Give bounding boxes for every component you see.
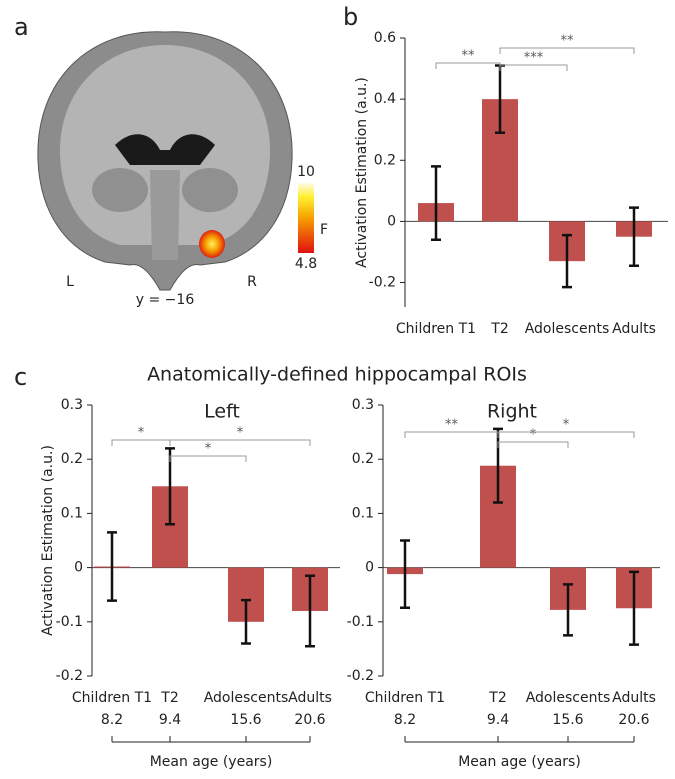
x-tick-label: Adults [288, 690, 332, 706]
significance-label: ** [445, 418, 459, 433]
x-tick-label: Adolescents [525, 321, 610, 337]
significance-label: ** [462, 49, 476, 64]
x-tick-label: Children T1 [72, 690, 152, 706]
significance-label: * [563, 418, 570, 433]
x-tick-label: Adults [612, 321, 656, 337]
panel-label: b [343, 3, 358, 31]
significance-label: * [530, 428, 537, 443]
age-label: 8.2 [394, 712, 416, 728]
significance-bracket [436, 63, 500, 69]
significance-label: * [237, 426, 244, 441]
x-tick-label: Children T1 [396, 321, 476, 337]
significance-bracket [498, 442, 568, 448]
x-tick-label: T2 [490, 321, 508, 337]
age-label: 9.4 [487, 712, 509, 728]
y-tick-label: -0.1 [56, 614, 83, 630]
panel-label: a [14, 13, 29, 41]
y-tick-label: 0.1 [352, 505, 374, 521]
brain-image [38, 32, 292, 290]
y-tick-label: -0.2 [347, 668, 374, 684]
age-label: 20.6 [618, 712, 649, 728]
y-tick-label: -0.2 [56, 668, 83, 684]
y-tick-label: -0.1 [347, 614, 374, 630]
hemisphere-label: R [247, 274, 257, 290]
y-tick-label: 0 [387, 213, 396, 229]
y-tick-label: 0.2 [374, 152, 396, 168]
panel-label: c [14, 363, 27, 391]
chart-title: Left [204, 401, 240, 423]
significance-bracket [498, 432, 634, 438]
y-tick-label: 0.6 [374, 30, 396, 46]
y-tick-label: 0 [74, 560, 83, 576]
colorbar-min: 4.8 [295, 256, 317, 272]
age-label: 8.2 [101, 712, 123, 728]
y-axis-label: Activation Estimation (a.u.) [354, 77, 370, 268]
age-axis-label: Mean age (years) [458, 754, 581, 770]
age-label: 15.6 [552, 712, 583, 728]
y-tick-label: 0.1 [61, 505, 83, 521]
y-tick-label: 0.2 [352, 451, 374, 467]
y-tick-label: 0.3 [352, 397, 374, 413]
significance-label: *** [524, 51, 544, 66]
hemisphere-label: L [66, 274, 74, 290]
significance-bracket [112, 440, 170, 446]
section-title: Anatomically-defined hippocampal ROIs [147, 364, 527, 386]
y-tick-label: 0.3 [61, 397, 83, 413]
y-axis-label: Activation Estimation (a.u.) [40, 445, 56, 636]
significance-bracket [500, 65, 567, 71]
significance-bracket [500, 48, 634, 54]
y-tick-label: 0.4 [374, 91, 396, 107]
significance-bracket [405, 432, 498, 438]
slice-label: y = −16 [136, 292, 195, 308]
x-tick-label: Children T1 [365, 690, 445, 706]
y-tick-label: 0 [365, 560, 374, 576]
chart-title: Right [487, 401, 537, 423]
significance-label: * [138, 426, 145, 441]
x-tick-label: Adolescents [526, 690, 611, 706]
colorbar-max: 10 [297, 164, 315, 180]
age-label: 20.6 [294, 712, 325, 728]
colorbar-label: F [320, 222, 328, 238]
significance-bracket [170, 440, 310, 446]
x-tick-label: T2 [488, 690, 506, 706]
x-tick-label: T2 [160, 690, 178, 706]
age-axis-label: Mean age (years) [150, 754, 273, 770]
x-tick-label: Adolescents [204, 690, 289, 706]
figure: a L R y = −16 10 F 4.8 b c Anatomically-… [0, 0, 675, 779]
age-label: 15.6 [230, 712, 261, 728]
significance-label: * [205, 442, 212, 457]
significance-bracket [170, 456, 246, 462]
age-label: 9.4 [159, 712, 181, 728]
y-tick-label: 0.2 [61, 451, 83, 467]
x-tick-label: Adults [612, 690, 656, 706]
y-tick-label: -0.2 [369, 275, 396, 291]
colorbar [298, 183, 314, 253]
significance-label: ** [561, 34, 575, 49]
